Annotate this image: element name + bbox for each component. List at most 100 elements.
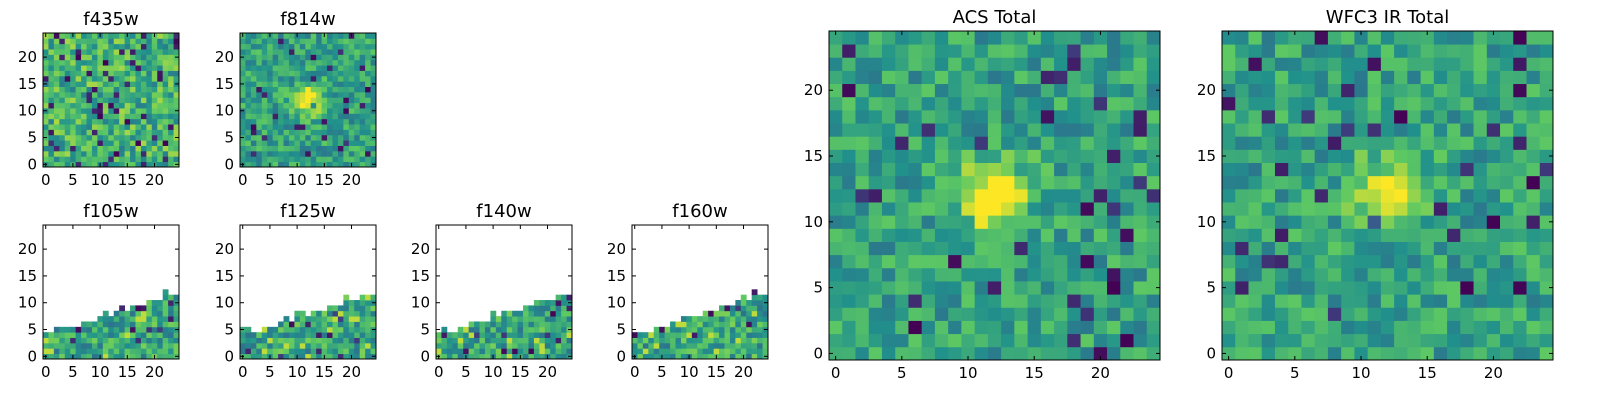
- heatmap-cell: [86, 161, 93, 168]
- heatmap-cell: [250, 156, 257, 163]
- heatmap-cell: [43, 113, 49, 120]
- heatmap-cell: [162, 65, 169, 71]
- heatmap-cell: [436, 348, 442, 355]
- heatmap-cell: [1288, 44, 1302, 58]
- heatmap-cell: [310, 145, 317, 152]
- y-tick-label: 0: [224, 155, 234, 173]
- heatmap-cell: [855, 44, 870, 58]
- heatmap-cell: [332, 108, 339, 114]
- heatmap-cell: [91, 70, 98, 77]
- heatmap-cell: [256, 150, 263, 157]
- heatmap-cell: [961, 294, 976, 308]
- heatmap-cell: [1314, 215, 1329, 229]
- heatmap-cell: [157, 75, 164, 82]
- heatmap-cell: [59, 81, 66, 87]
- heatmap-cell: [140, 150, 147, 157]
- heatmap-cell: [81, 75, 87, 82]
- heatmap-cell: [1093, 215, 1108, 229]
- heatmap-cell: [130, 38, 136, 45]
- heatmap-cell: [1146, 96, 1161, 111]
- heatmap-cell: [75, 326, 82, 333]
- heatmap-cell: [108, 348, 115, 355]
- heatmap-cell: [53, 342, 60, 349]
- heatmap-cell: [43, 38, 49, 45]
- heatmap-cell: [751, 310, 758, 317]
- heatmap-cell: [124, 70, 131, 77]
- heatmap-cell: [124, 91, 131, 98]
- heatmap-cell: [256, 49, 263, 55]
- heatmap-cell: [321, 91, 328, 98]
- heatmap-cell: [283, 342, 290, 349]
- heatmap-cell: [162, 75, 169, 82]
- heatmap-cell: [561, 342, 567, 349]
- heatmap-cell: [113, 113, 120, 120]
- heatmap-cell: [463, 337, 470, 344]
- heatmap-cell: [539, 348, 546, 355]
- heatmap-cell: [1486, 307, 1501, 321]
- heatmap-cell: [310, 140, 317, 146]
- heatmap-cell: [921, 267, 936, 282]
- heatmap-cell: [102, 326, 109, 333]
- heatmap-cell: [637, 342, 644, 349]
- heatmap-cell: [1093, 31, 1108, 45]
- heatmap-cell: [1067, 320, 1081, 335]
- heatmap-cell: [343, 33, 350, 39]
- heatmap-cell: [1539, 136, 1554, 150]
- heatmap-cell: [1040, 96, 1055, 111]
- heatmap-cell: [1146, 320, 1161, 335]
- heatmap-cell: [113, 348, 120, 355]
- heatmap-cell: [708, 321, 714, 328]
- heatmap-cell: [250, 102, 257, 109]
- heatmap-cell: [855, 123, 870, 137]
- heatmap-cell: [348, 86, 355, 93]
- heatmap-cell: [327, 145, 333, 152]
- heatmap-cell: [1473, 281, 1488, 295]
- heatmap-cell: [272, 86, 279, 93]
- heatmap-cell: [1380, 109, 1395, 124]
- heatmap-cell: [506, 353, 513, 360]
- heatmap-cell: [294, 38, 301, 45]
- heatmap-cell: [1001, 228, 1015, 242]
- heatmap-cell: [1222, 281, 1236, 295]
- heatmap-cell: [146, 70, 153, 77]
- heatmap-cell: [162, 59, 169, 66]
- heatmap-cell: [162, 348, 169, 355]
- heatmap-cell: [868, 307, 883, 321]
- heatmap-cell: [119, 70, 125, 77]
- heatmap-cell: [245, 70, 252, 77]
- heatmap-cell: [659, 337, 666, 344]
- heatmap-cell: [1261, 294, 1276, 308]
- heatmap-cell: [1301, 96, 1316, 111]
- heatmap-cell: [713, 332, 720, 338]
- heatmap-cell: [70, 332, 77, 338]
- heatmap-cell: [283, 49, 290, 55]
- heatmap-cell: [1500, 254, 1514, 269]
- heatmap-cell: [528, 348, 535, 355]
- heatmap-cell: [908, 136, 923, 150]
- heatmap-cell: [719, 348, 725, 355]
- heatmap-cell: [1486, 320, 1501, 335]
- heatmap-cell: [561, 316, 567, 322]
- heatmap-cell: [1301, 57, 1316, 71]
- heatmap-cell: [452, 332, 459, 338]
- heatmap-cell: [1500, 162, 1514, 177]
- heatmap-cell: [91, 54, 98, 61]
- heatmap-cell: [119, 97, 125, 104]
- heatmap-cell: [1473, 70, 1488, 85]
- heatmap-cell: [1486, 175, 1501, 190]
- heatmap-cell: [702, 326, 709, 333]
- heatmap-cell: [1261, 346, 1276, 361]
- heatmap-cell: [332, 161, 339, 168]
- heatmap-cell: [697, 337, 704, 344]
- heatmap-cell: [310, 321, 317, 328]
- heatmap-cell: [348, 332, 355, 338]
- heatmap-cell: [173, 337, 180, 344]
- heatmap-cell: [1354, 136, 1369, 150]
- heatmap-cell: [108, 140, 115, 146]
- heatmap-cell: [108, 337, 115, 344]
- heatmap-cell: [457, 353, 464, 360]
- heatmap-cell: [157, 337, 164, 344]
- heatmap-cell: [162, 108, 169, 114]
- heatmap-cell: [310, 342, 317, 349]
- heatmap-cell: [97, 59, 104, 66]
